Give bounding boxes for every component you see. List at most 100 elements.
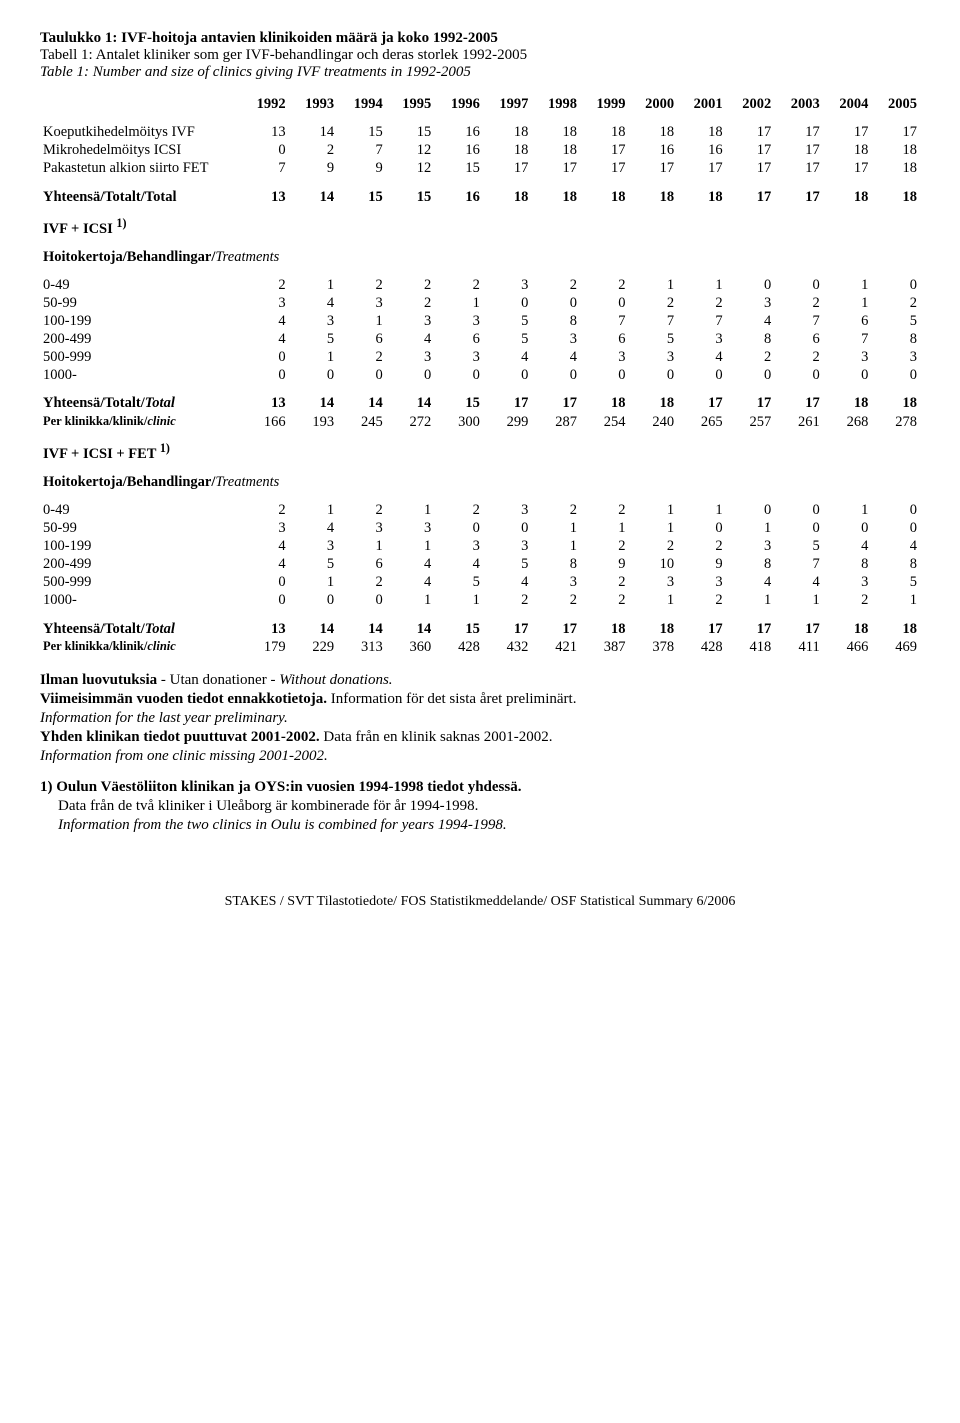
row-label: 100-199	[40, 537, 240, 555]
cell: 0	[580, 294, 629, 312]
cell: 8	[531, 555, 580, 573]
cell: 16	[434, 141, 483, 159]
cell: 1	[386, 501, 435, 519]
cell: 2	[240, 501, 289, 519]
cell: 1	[434, 294, 483, 312]
cell: 18	[823, 394, 872, 412]
cell: 18	[823, 141, 872, 159]
cell: 0	[531, 366, 580, 384]
year-header: 2002	[726, 95, 775, 113]
cell: 7	[677, 312, 726, 330]
cell: 0	[483, 366, 532, 384]
cell: 18	[580, 188, 629, 206]
cell: 17	[823, 123, 872, 141]
cell: 4	[240, 555, 289, 573]
cell: 166	[240, 413, 289, 431]
cell: 428	[434, 638, 483, 656]
cell: 257	[726, 413, 775, 431]
cell: 2	[629, 537, 678, 555]
cell: 17	[483, 159, 532, 177]
cell: 300	[434, 413, 483, 431]
note-4b: Data från en klinik saknas 2001-2002.	[320, 729, 553, 745]
cell: 1	[823, 276, 872, 294]
cell: 1	[531, 519, 580, 537]
cell: 0	[629, 366, 678, 384]
cell: 8	[823, 555, 872, 573]
cell: 2	[240, 276, 289, 294]
cell: 5	[289, 555, 338, 573]
cell: 3	[726, 294, 775, 312]
cell: 18	[580, 620, 629, 638]
year-header: 1992	[240, 95, 289, 113]
row-label: 0-49	[40, 501, 240, 519]
cell: 7	[629, 312, 678, 330]
cell: 0	[774, 366, 823, 384]
cell: 0	[677, 366, 726, 384]
notes-block: Ilman luovutuksia - Utan donationer - Wi…	[40, 672, 920, 834]
cell: 4	[386, 573, 435, 591]
cell: 245	[337, 413, 386, 431]
row-label: Pakastetun alkion siirto FET	[40, 159, 240, 177]
note-8: Information from the two clinics in Oulu…	[40, 817, 920, 834]
cell: 2	[580, 276, 629, 294]
cell: 2	[289, 141, 338, 159]
cell: 1	[726, 591, 775, 609]
title-sv: Tabell 1: Antalet kliniker som ger IVF-b…	[40, 47, 920, 64]
cell: 3	[629, 348, 678, 366]
row-label: 50-99	[40, 519, 240, 537]
cell: 3	[386, 312, 435, 330]
cell: 14	[337, 394, 386, 412]
cell: 432	[483, 638, 532, 656]
cell: 17	[823, 159, 872, 177]
cell: 18	[629, 620, 678, 638]
cell: 1	[629, 519, 678, 537]
year-header: 2004	[823, 95, 872, 113]
cell: 14	[289, 123, 338, 141]
cell: 313	[337, 638, 386, 656]
cell: 15	[434, 394, 483, 412]
cell: 16	[677, 141, 726, 159]
cell: 2	[677, 537, 726, 555]
cell: 2	[483, 591, 532, 609]
cell: 421	[531, 638, 580, 656]
cell: 4	[483, 573, 532, 591]
year-header: 2001	[677, 95, 726, 113]
cell: 17	[774, 141, 823, 159]
cell: 1	[386, 537, 435, 555]
cell: 17	[483, 394, 532, 412]
year-header: 1995	[386, 95, 435, 113]
cell: 2	[580, 501, 629, 519]
cell: 5	[483, 555, 532, 573]
cell: 5	[434, 573, 483, 591]
cell: 3	[823, 348, 872, 366]
cell: 3	[386, 519, 435, 537]
cell: 14	[337, 620, 386, 638]
cell: 0	[823, 366, 872, 384]
cell: 3	[531, 330, 580, 348]
cell: 1	[774, 591, 823, 609]
cell: 5	[774, 537, 823, 555]
note-2b: Information för det sista året preliminä…	[327, 691, 577, 707]
cell: 0	[483, 294, 532, 312]
cell: 3	[434, 537, 483, 555]
cell: 18	[531, 123, 580, 141]
cell: 18	[629, 394, 678, 412]
cell: 5	[289, 330, 338, 348]
cell: 18	[871, 188, 920, 206]
section-ivf-icsi-fet: IVF + ICSI + FET 1)	[40, 441, 920, 463]
cell: 0	[726, 366, 775, 384]
cell: 4	[386, 555, 435, 573]
row-label: 1000-	[40, 591, 240, 609]
cell: 2	[726, 348, 775, 366]
header-blank	[40, 95, 240, 113]
cell: 17	[726, 123, 775, 141]
row-label: 50-99	[40, 294, 240, 312]
cell: 1	[726, 519, 775, 537]
cell: 18	[871, 141, 920, 159]
cell: 3	[337, 294, 386, 312]
cell: 0	[774, 276, 823, 294]
cell: 0	[726, 276, 775, 294]
cell: 1	[629, 276, 678, 294]
cell: 3	[386, 348, 435, 366]
cell: 466	[823, 638, 872, 656]
